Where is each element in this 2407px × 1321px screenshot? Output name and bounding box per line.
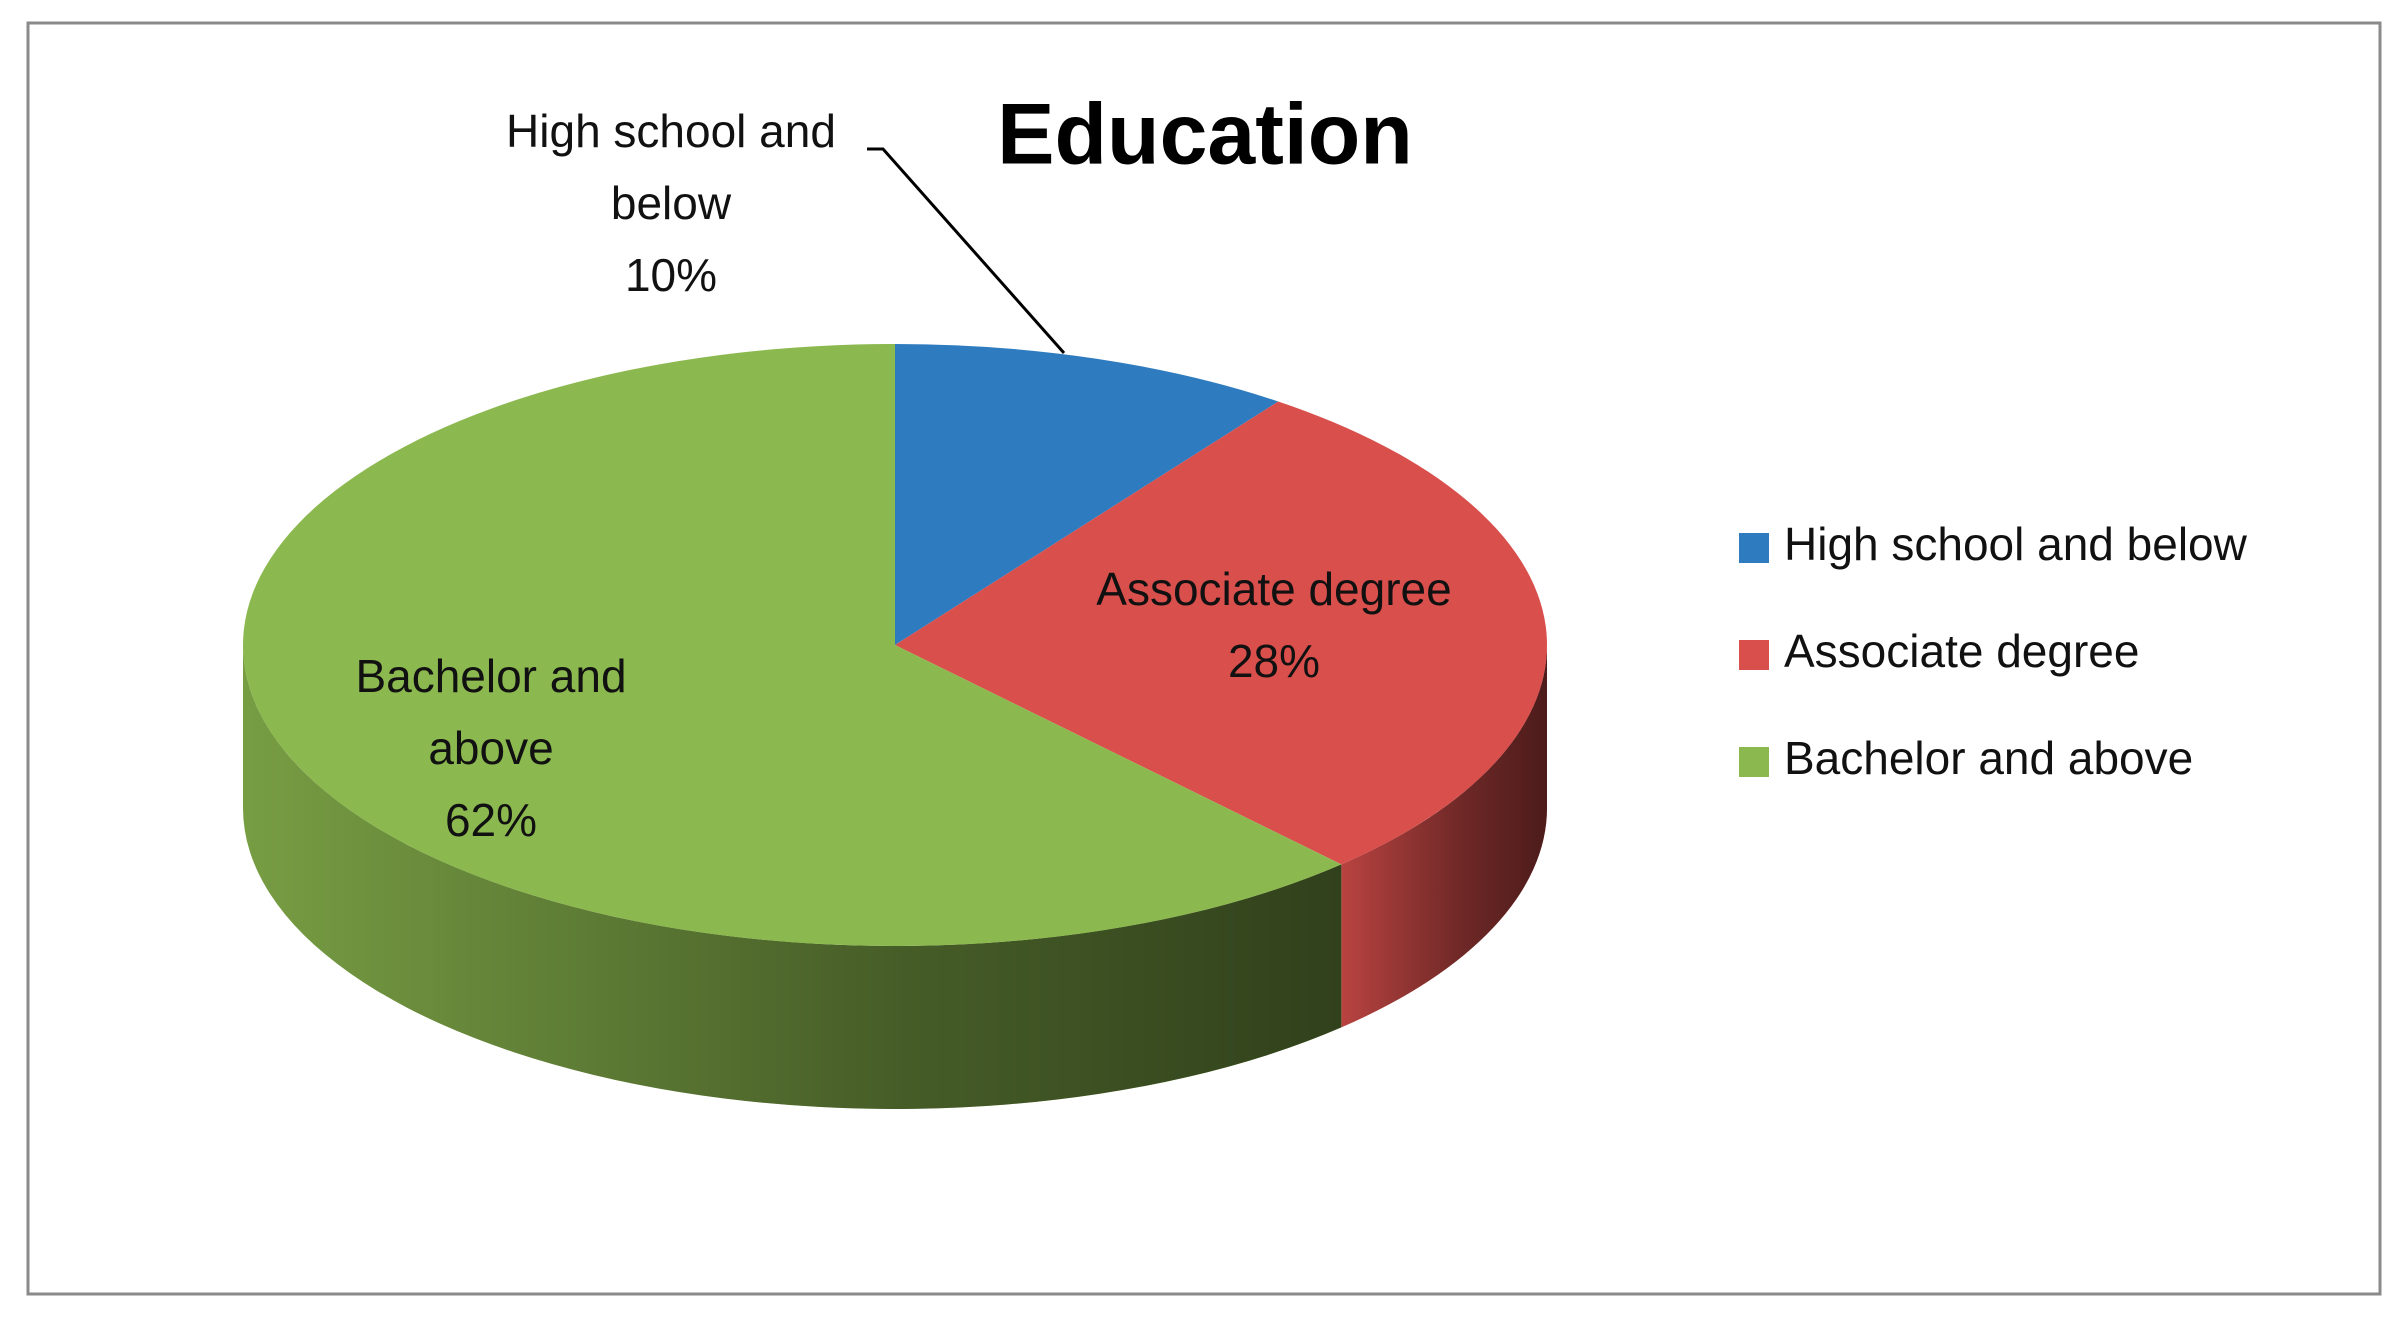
- chart-title: Education: [997, 87, 1413, 183]
- legend-label: Associate degree: [1784, 625, 2139, 677]
- data-label-category: Bachelor and above: [355, 650, 627, 774]
- data-label: Bachelor and above 62%: [321, 640, 661, 856]
- chart-frame: [26, 21, 2382, 1296]
- pie-slice: [895, 401, 1547, 865]
- pie-slice: [895, 344, 1279, 645]
- data-label-value: 28%: [1227, 635, 1321, 687]
- data-label: Associate degree 28%: [1044, 553, 1504, 697]
- slice-side-shade: [1341, 645, 1547, 1028]
- legend-label: Bachelor and above: [1784, 732, 2193, 784]
- data-label-value: 62%: [444, 794, 538, 846]
- legend-swatch: [1739, 640, 1769, 670]
- slice-side-shade: [243, 645, 1342, 1109]
- pie-slice: [242, 344, 1342, 946]
- leader-line: [867, 147, 1066, 354]
- pie: [242, 344, 1547, 1109]
- data-label-value: 10%: [624, 249, 718, 301]
- legend-label: High school and below: [1784, 518, 2248, 570]
- legend: High school and below Associate degree Bac…: [1739, 518, 2248, 784]
- legend-swatch: [1739, 533, 1769, 563]
- legend-swatch: [1739, 747, 1769, 777]
- data-label-category: Associate degree: [1096, 563, 1452, 615]
- data-label: High school and below 10%: [461, 95, 881, 311]
- data-label-category: High school and below: [506, 105, 836, 229]
